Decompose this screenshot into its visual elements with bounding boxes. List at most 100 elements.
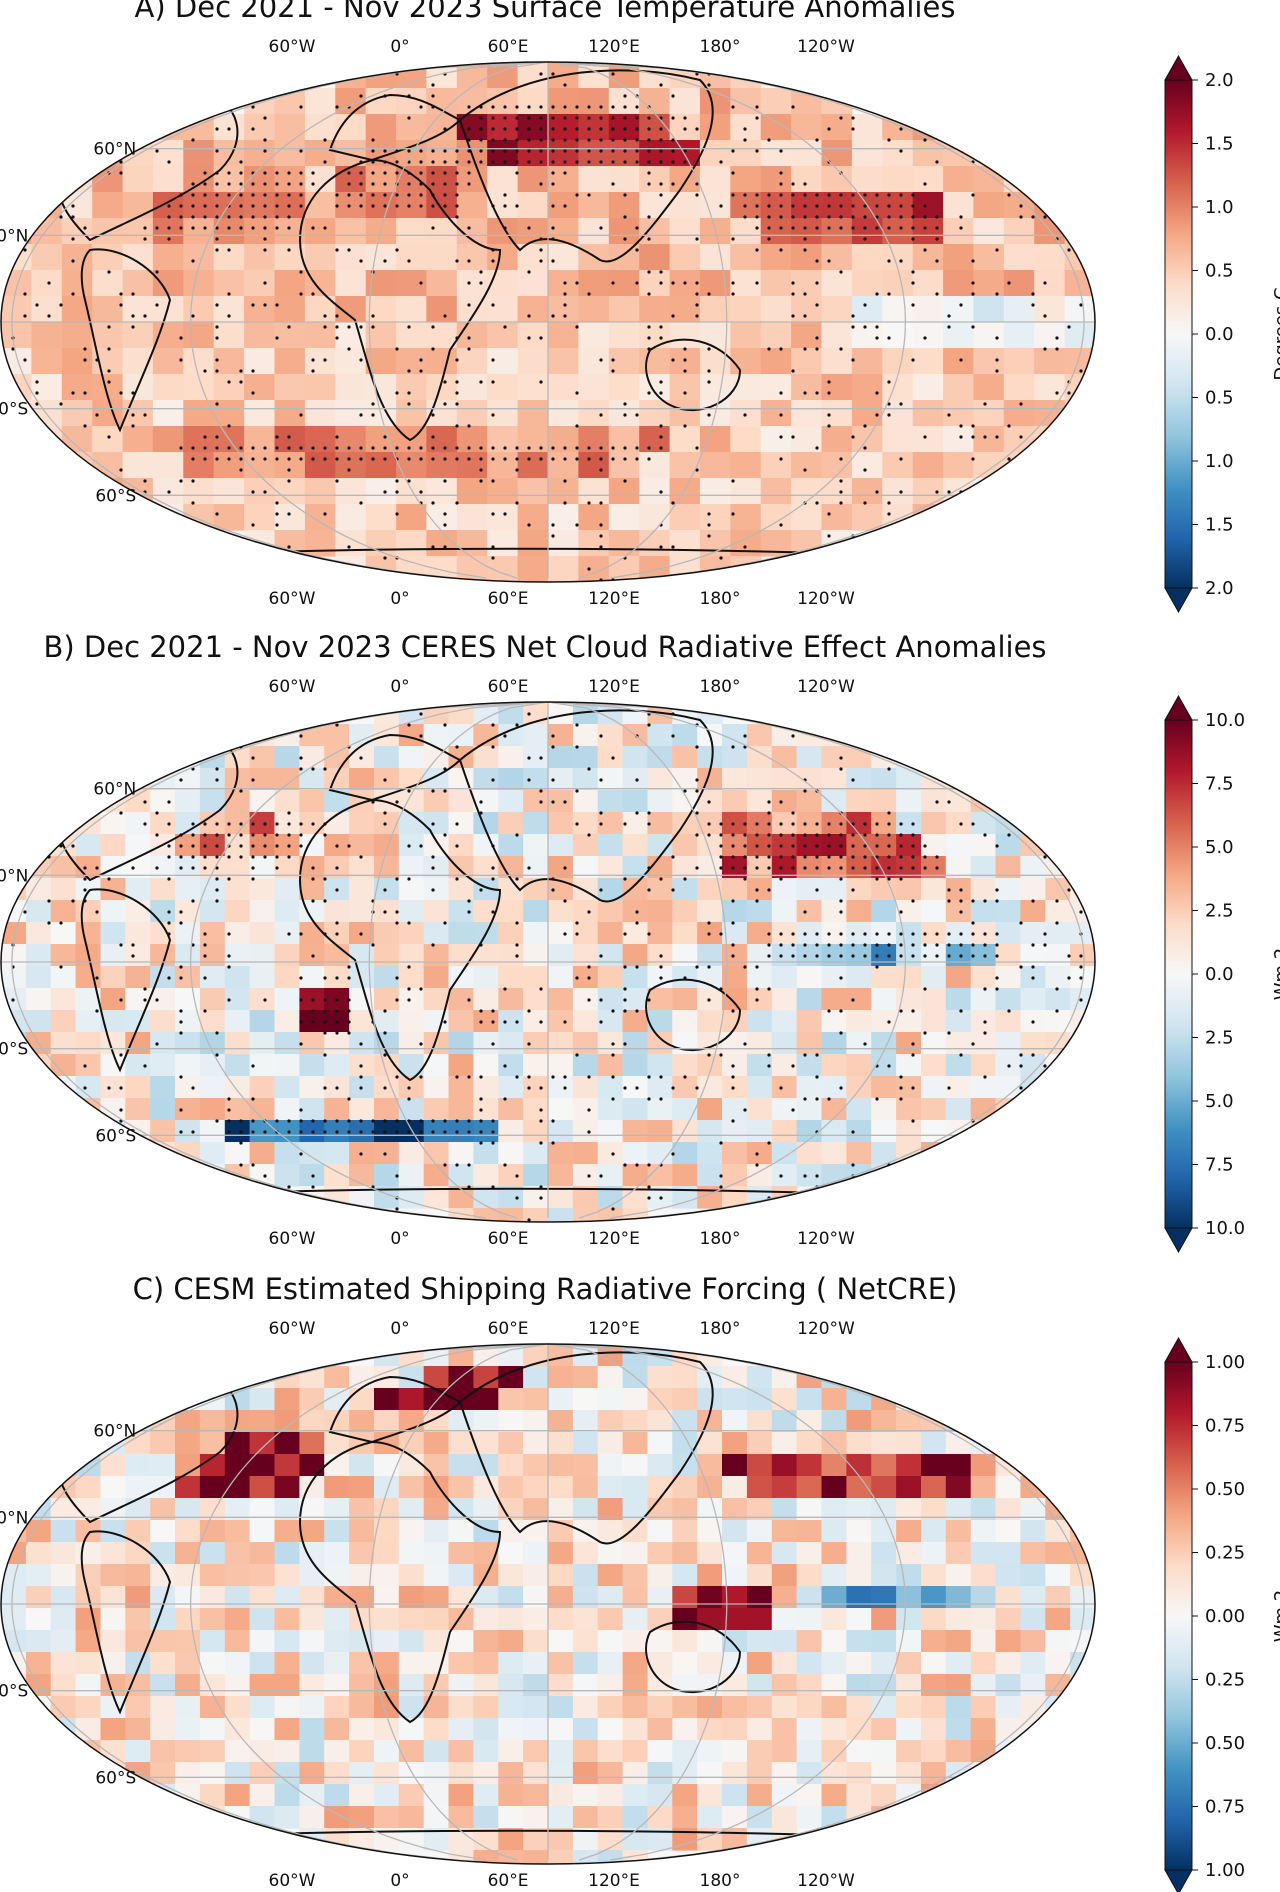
colorbar-tick-label: 1.0: [1205, 197, 1234, 218]
lon-label-bottom: 180°: [700, 589, 741, 609]
colorbar-tick-label: 10.0: [1205, 1218, 1245, 1239]
colorbar-tick-label: 0.25: [1205, 1543, 1245, 1564]
graticule: [1, 701, 1095, 1219]
map-border: [0, 61, 1096, 583]
colorbar-tick-label: 10.0: [1205, 710, 1245, 731]
lon-label-bottom: 60°W: [269, 1229, 316, 1249]
chart-title: C) CESM Estimated Shipping Radiative For…: [132, 1272, 958, 1306]
colorbar-extend-bottom: [1164, 587, 1193, 614]
stippling: [11, 72, 1083, 582]
lon-label-bottom: 120°W: [797, 589, 855, 609]
lat-label: 60°S: [95, 486, 136, 506]
colorbar-label: Degrees C: [1271, 287, 1280, 380]
lon-label-bottom: 0°: [390, 589, 409, 609]
colorbar-tick-label: 2.5: [1205, 1028, 1234, 1049]
colorbar-extend-top: [1164, 1336, 1193, 1363]
graticule: [1, 61, 1095, 579]
lon-label-top: 120°W: [797, 1319, 855, 1339]
colorbar-tick-label: 2.0: [1205, 578, 1234, 599]
colorbar-tick-label: 5.0: [1205, 1091, 1234, 1112]
lon-label-bottom: 180°: [700, 1871, 741, 1891]
lon-label-bottom: 60°E: [488, 1871, 529, 1891]
lon-label-bottom: 120°E: [588, 589, 640, 609]
colorbar-tick-label: 0.0: [1205, 964, 1234, 985]
lon-label-top: 60°E: [488, 37, 529, 57]
colorbar-tick-label: 0.5: [1205, 388, 1234, 409]
lat-label: 60°S: [95, 1768, 136, 1788]
colorbar-extend-top: [1164, 694, 1193, 721]
colorbar: 10.0 7.5 5.0 2.5 0.0 2.5 5.0 7.5 10.0 Wm 2: [1164, 694, 1280, 1254]
lon-label-top: 180°: [700, 1319, 741, 1339]
map-border: [0, 1343, 1096, 1865]
colorbar-tick-label: 0.00: [1205, 1606, 1245, 1627]
lat-label: 30°S: [0, 400, 28, 420]
lon-label-top: 120°W: [797, 37, 855, 57]
map-b: 60°W 0° 60°E 120°E 180° 120°W 60°W 0° 60°E 120°E 1…: [0, 677, 1280, 1254]
chart-title: A) Dec 2021 - Nov 2023 Surface Temperatu…: [134, 0, 956, 24]
lat-label: 30°N: [0, 866, 28, 886]
colorbar: 1.00 0.75 0.50 0.25 0.00 0.25 0.50 0.75 1.00 Wm 2: [1164, 1336, 1280, 1892]
map-border: [0, 701, 1096, 1223]
lon-label-top: 60°W: [269, 37, 316, 57]
colorbar-tick-label: 1.00: [1205, 1352, 1245, 1373]
colorbar-tick-label: 1.00: [1205, 1860, 1245, 1881]
lon-label-bottom: 60°E: [488, 589, 529, 609]
lon-label-top: 0°: [390, 677, 409, 697]
panel-a: A) Dec 2021 - Nov 2023 Surface Temperatu…: [0, 0, 1280, 614]
colorbar-tick-label: 0.25: [1205, 1670, 1245, 1691]
lon-label-top: 120°E: [588, 1319, 640, 1339]
lon-label-bottom: 120°E: [588, 1871, 640, 1891]
panel-b: B) Dec 2021 - Nov 2023 CERES Net Cloud R…: [0, 630, 1280, 1254]
colorbar-tick-label: 0.50: [1205, 1733, 1245, 1754]
colorbar-tick-label: 7.5: [1205, 1155, 1234, 1176]
lon-label-bottom: 0°: [390, 1871, 409, 1891]
colorbar-tick-label: 2.0: [1205, 70, 1234, 91]
map-a: 60°W 0° 60°E 120°E 180° 120°W 60°W 0° 60°E 120°E 1…: [0, 37, 1280, 614]
colorbar-tick-label: 0.50: [1205, 1479, 1245, 1500]
chart-title: B) Dec 2021 - Nov 2023 CERES Net Cloud R…: [43, 630, 1047, 664]
colorbar-tick-label: 1.5: [1205, 134, 1234, 155]
lat-label: 30°N: [0, 226, 28, 246]
colorbar-tick-label: 1.0: [1205, 451, 1234, 472]
lon-label-top: 0°: [390, 37, 409, 57]
colorbar-extend-bottom: [1164, 1227, 1193, 1254]
colorbar-tick-label: 7.5: [1205, 774, 1234, 795]
colorbar-extend-top: [1164, 54, 1193, 81]
lon-label-bottom: 120°W: [797, 1871, 855, 1891]
graticule: [1, 1343, 1095, 1861]
lat-label: 60°N: [93, 140, 136, 160]
lat-label: 30°N: [0, 1508, 28, 1528]
colorbar-tick-label: 5.0: [1205, 837, 1234, 858]
lat-label: 30°S: [0, 1040, 28, 1060]
lon-label-top: 120°E: [588, 37, 640, 57]
lon-label-top: 60°W: [269, 1319, 316, 1339]
lon-label-bottom: 60°W: [269, 589, 316, 609]
lon-label-bottom: 60°E: [488, 1229, 529, 1249]
colorbar-tick-label: 2.5: [1205, 901, 1234, 922]
lat-label: 60°S: [95, 1126, 136, 1146]
colorbar-tick-label: 1.5: [1205, 515, 1234, 536]
lon-label-bottom: 60°W: [269, 1871, 316, 1891]
colorbar-extend-bottom: [1164, 1869, 1193, 1892]
lon-label-top: 180°: [700, 677, 741, 697]
lon-label-top: 60°W: [269, 677, 316, 697]
map-c: 60°W 0° 60°E 120°E 180° 120°W 60°W 0° 60°E 120°E 1…: [0, 1319, 1280, 1892]
lon-label-bottom: 0°: [390, 1229, 409, 1249]
lon-label-bottom: 120°W: [797, 1229, 855, 1249]
lon-label-top: 60°E: [488, 1319, 529, 1339]
lon-label-bottom: 180°: [700, 1229, 741, 1249]
colorbar-label: Wm 2: [1271, 948, 1280, 1001]
lat-label: 60°N: [93, 780, 136, 800]
panel-c: C) CESM Estimated Shipping Radiative For…: [0, 1272, 1280, 1892]
colorbar-tick-label: 0.75: [1205, 1416, 1245, 1437]
lon-label-top: 0°: [390, 1319, 409, 1339]
colorbar: 2.0 1.5 1.0 0.5 0.0 0.5 1.0 1.5 2.0 Degrees C: [1164, 54, 1280, 614]
colorbar-tick-label: 0.0: [1205, 324, 1234, 345]
lon-label-bottom: 120°E: [588, 1229, 640, 1249]
lon-label-top: 60°E: [488, 677, 529, 697]
colorbar-tick-label: 0.5: [1205, 261, 1234, 282]
lon-label-top: 120°E: [588, 677, 640, 697]
colorbar-tick-label: 0.75: [1205, 1797, 1245, 1818]
lat-label: 30°S: [0, 1682, 28, 1702]
colorbar-label: Wm 2: [1271, 1590, 1280, 1643]
